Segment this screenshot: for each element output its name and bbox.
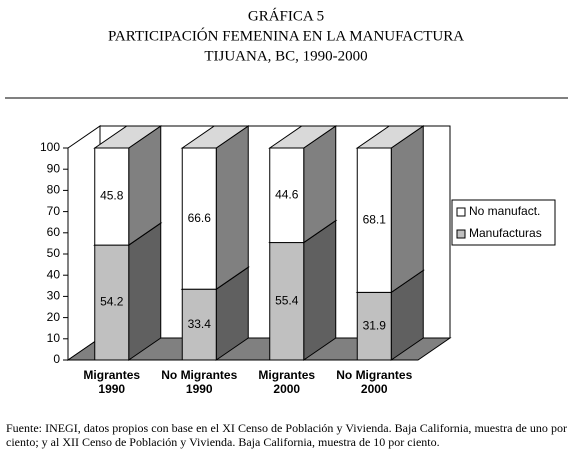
y-tick-label: 50 [47,246,61,260]
x-tick-label: Migrantes 1990 [83,368,141,396]
value-label: 33.4 [188,317,212,331]
legend-swatch [456,229,466,239]
bar [94,147,130,246]
chart-subtitle: TIJUANA, BC, 1990-2000 [204,48,367,64]
bar [269,147,305,244]
y-tick-label: 80 [47,183,61,197]
bar-side [215,125,249,291]
legend-label: Manufacturas [469,226,542,240]
value-label: 54.2 [100,295,124,309]
y-tick-label: 30 [47,289,61,303]
bar [356,147,392,293]
y-tick-label: 0 [53,352,60,366]
value-label: 55.4 [275,293,299,307]
y-tick-label: 40 [47,267,61,281]
bar-side [128,222,162,361]
value-label: 31.9 [363,318,387,332]
bar-side [390,125,424,294]
legend-box [451,199,556,246]
bar [181,147,217,290]
value-label: 68.1 [363,212,387,226]
legend-swatch [456,207,466,217]
bar [181,288,217,361]
bar [94,244,130,361]
bar [269,242,305,361]
y-tick-label: 90 [47,161,61,175]
y-tick-label: 60 [47,225,61,239]
chart-subtitle: PARTICIPACIÓN FEMENINA EN LA MANUFACTURA [108,27,464,44]
value-label: 44.6 [275,187,299,201]
y-tick-label: 100 [40,140,60,154]
x-tick-label: No Migrantes 1990 [161,368,238,396]
legend-label: No manufact. [469,204,540,218]
source-note: Fuente: INEGI, datos propios con base en… [6,421,567,449]
bar-side [303,219,337,361]
value-label: 45.8 [100,189,124,203]
x-tick-label: Migrantes 2000 [258,368,316,396]
y-tick-label: 10 [47,331,61,345]
y-tick-label: 20 [47,310,61,324]
value-label: 66.6 [188,211,212,225]
x-tick-label: No Migrantes 2000 [336,368,413,396]
chart-title: GRÁFICA 5 [248,7,324,24]
bar [356,291,392,361]
y-tick-label: 70 [47,204,61,218]
